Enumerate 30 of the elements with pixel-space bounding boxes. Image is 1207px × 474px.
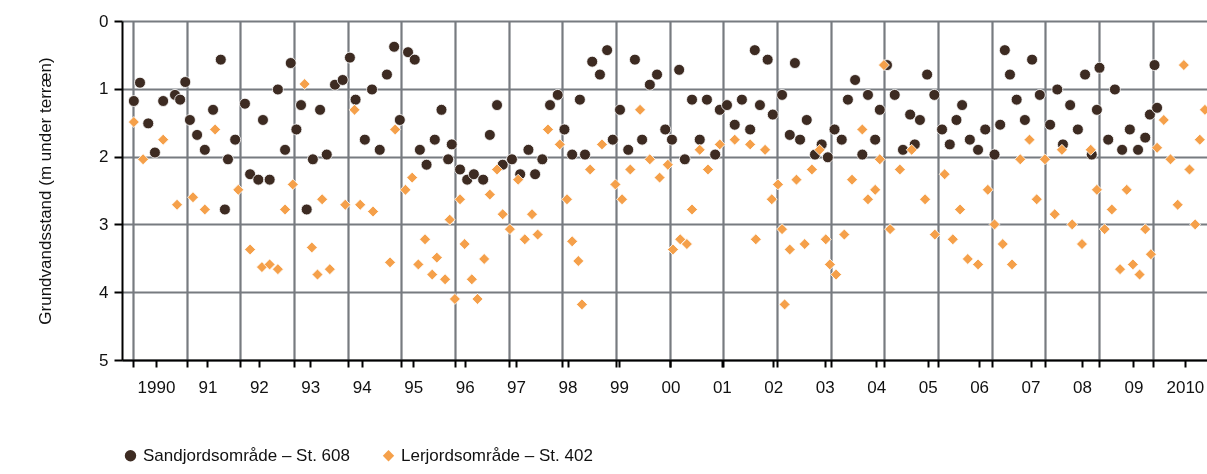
x-tick-label: 94 [352, 377, 372, 397]
x-tick-label: 92 [249, 377, 269, 397]
y-tick-label: 1 [99, 79, 109, 99]
x-tick-label: 1990 [137, 377, 176, 397]
x-tick-label: 00 [661, 377, 681, 397]
x-tick-label: 06 [970, 377, 990, 397]
y-tick-label: 0 [99, 11, 109, 31]
y-axis-title: Grundvandsstand (m under terræn) [36, 57, 56, 325]
y-tick-label: 3 [99, 214, 109, 234]
y-tick-label: 5 [99, 350, 109, 370]
y-tick-label: 2 [99, 147, 109, 167]
x-tick-label: 05 [918, 377, 938, 397]
x-tick-label: 97 [507, 377, 527, 397]
x-tick-label: 01 [712, 377, 732, 397]
x-tick-label: 04 [867, 377, 887, 397]
x-tick-label: 96 [455, 377, 475, 397]
y-tick-label: 4 [99, 282, 109, 302]
x-tick-label: 98 [558, 377, 578, 397]
x-tick-label: 99 [610, 377, 629, 397]
x-tick-label: 93 [301, 377, 321, 397]
x-tick-label: 95 [404, 377, 424, 397]
x-tick-label: 2010 [1166, 377, 1205, 397]
x-tick-label: 91 [198, 377, 218, 397]
x-tick-label: 08 [1073, 377, 1092, 397]
x-tick-label: 02 [764, 377, 784, 397]
x-tick-label: 09 [1124, 377, 1144, 397]
legend-label: Sandjordsområde – St. 608 [143, 445, 350, 465]
legend-label: Lerjordsområde – St. 402 [401, 445, 593, 465]
x-tick-label: 03 [815, 377, 835, 397]
x-tick-label: 07 [1021, 377, 1041, 397]
